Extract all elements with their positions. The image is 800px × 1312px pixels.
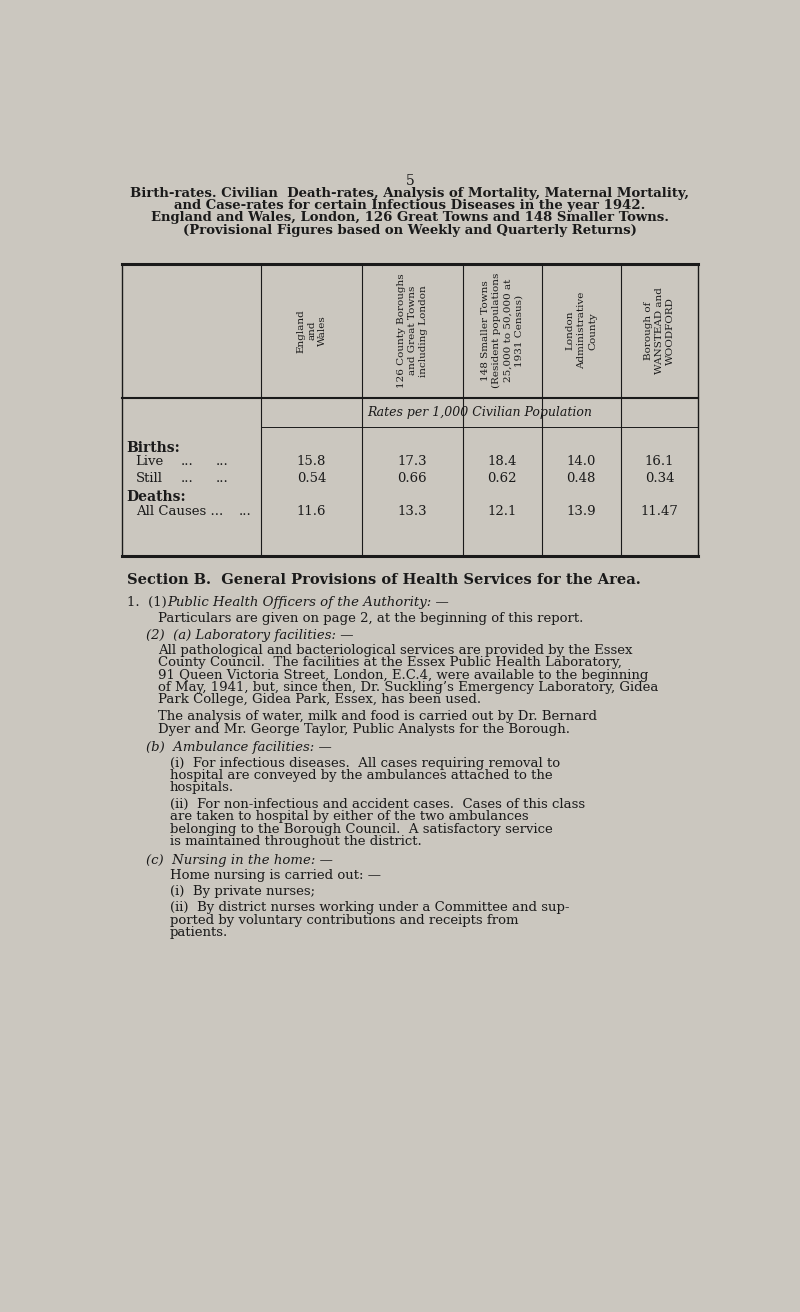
Text: (ii)  By district nurses working under a Committee and sup-: (ii) By district nurses working under a … [170,901,570,914]
Text: (ii)  For non-infectious and accident cases.  Cases of this class: (ii) For non-infectious and accident cas… [170,798,585,811]
Text: All Causes ...: All Causes ... [136,505,223,518]
Text: England and Wales, London, 126 Great Towns and 148 Smaller Towns.: England and Wales, London, 126 Great Tow… [151,211,669,224]
Text: (2)  (a) Laboratory facilities: —: (2) (a) Laboratory facilities: — [146,628,354,642]
Text: ported by voluntary contributions and receipts from: ported by voluntary contributions and re… [170,913,518,926]
Text: ...: ... [181,471,194,484]
Text: Still: Still [136,471,162,484]
Text: ...: ... [215,455,228,467]
Text: and Case-rates for certain Infectious Diseases in the year 1942.: and Case-rates for certain Infectious Di… [174,199,646,213]
Text: 0.48: 0.48 [566,471,596,484]
Text: 16.1: 16.1 [645,455,674,467]
Text: County Council.  The facilities at the Essex Public Health Laboratory,: County Council. The facilities at the Es… [158,656,622,669]
Text: 11.6: 11.6 [297,505,326,518]
Text: London
Administrative
County: London Administrative County [566,293,597,370]
Text: Births:: Births: [126,441,180,455]
Text: Birth-rates. Civilian  Death-rates, Analysis of Mortality, Maternal Mortality,: Birth-rates. Civilian Death-rates, Analy… [130,186,690,199]
Text: hospital are conveyed by the ambulances attached to the: hospital are conveyed by the ambulances … [170,769,552,782]
Text: ...: ... [215,471,228,484]
Text: 18.4: 18.4 [487,455,517,467]
Text: (i)  For infectious diseases.  All cases requiring removal to: (i) For infectious diseases. All cases r… [170,757,560,770]
Text: Live: Live [136,455,164,467]
Text: 5: 5 [406,174,414,189]
Text: is maintained throughout the district.: is maintained throughout the district. [170,834,422,848]
Text: (b)  Ambulance facilities: —: (b) Ambulance facilities: — [146,741,331,754]
Text: hospitals.: hospitals. [170,781,234,794]
Text: All pathological and bacteriological services are provided by the Essex: All pathological and bacteriological ser… [158,644,633,657]
Text: ...: ... [238,505,251,518]
Text: Dyer and Mr. George Taylor, Public Analysts for the Borough.: Dyer and Mr. George Taylor, Public Analy… [158,723,570,736]
Text: Rates per 1,000 Civilian Population: Rates per 1,000 Civilian Population [367,405,592,419]
Text: (c)  Nursing in the home: —: (c) Nursing in the home: — [146,854,333,866]
Text: 0.54: 0.54 [297,471,326,484]
Text: 1.  (1): 1. (1) [127,597,175,609]
Text: Particulars are given on page 2, at the beginning of this report.: Particulars are given on page 2, at the … [158,611,583,625]
Text: are taken to hospital by either of the two ambulances: are taken to hospital by either of the t… [170,811,528,824]
Text: 13.9: 13.9 [566,505,596,518]
Text: of May, 1941, but, since then, Dr. Suckling’s Emergency Laboratory, Gidea: of May, 1941, but, since then, Dr. Suckl… [158,681,658,694]
Text: 0.34: 0.34 [645,471,674,484]
Text: 12.1: 12.1 [487,505,517,518]
Text: England
and
Wales: England and Wales [296,308,327,353]
Text: 13.3: 13.3 [398,505,427,518]
Text: 15.8: 15.8 [297,455,326,467]
Text: Deaths:: Deaths: [126,491,186,504]
Text: 0.66: 0.66 [398,471,427,484]
Text: (i)  By private nurses;: (i) By private nurses; [170,886,315,899]
Text: 126 County Boroughs
and Great Towns
including London: 126 County Boroughs and Great Towns incl… [397,273,428,388]
Text: Home nursing is carried out: —: Home nursing is carried out: — [170,869,381,882]
Text: Borough of
WANSTEAD and
WOODFORD: Borough of WANSTEAD and WOODFORD [644,287,675,374]
Text: Public Health Officers of the Authority: —: Public Health Officers of the Authority:… [167,597,449,609]
Text: ...: ... [181,455,194,467]
Text: The analysis of water, milk and food is carried out by Dr. Bernard: The analysis of water, milk and food is … [158,710,597,723]
Text: belonging to the Borough Council.  A satisfactory service: belonging to the Borough Council. A sati… [170,823,553,836]
Text: 14.0: 14.0 [566,455,596,467]
Text: Park College, Gidea Park, Essex, has been used.: Park College, Gidea Park, Essex, has bee… [158,693,482,706]
Text: patients.: patients. [170,926,228,939]
Text: (Provisional Figures based on Weekly and Quarterly Returns): (Provisional Figures based on Weekly and… [183,223,637,236]
Text: 17.3: 17.3 [398,455,427,467]
Text: 148 Smaller Towns
(Resident populations
25,000 to 50,000 at
1931 Census): 148 Smaller Towns (Resident populations … [481,273,523,388]
Text: Section B.  General Provisions of Health Services for the Area.: Section B. General Provisions of Health … [127,573,641,588]
Text: 11.47: 11.47 [641,505,678,518]
Text: 0.62: 0.62 [487,471,517,484]
Text: 91 Queen Victoria Street, London, E.C.4, were available to the beginning: 91 Queen Victoria Street, London, E.C.4,… [158,669,649,682]
